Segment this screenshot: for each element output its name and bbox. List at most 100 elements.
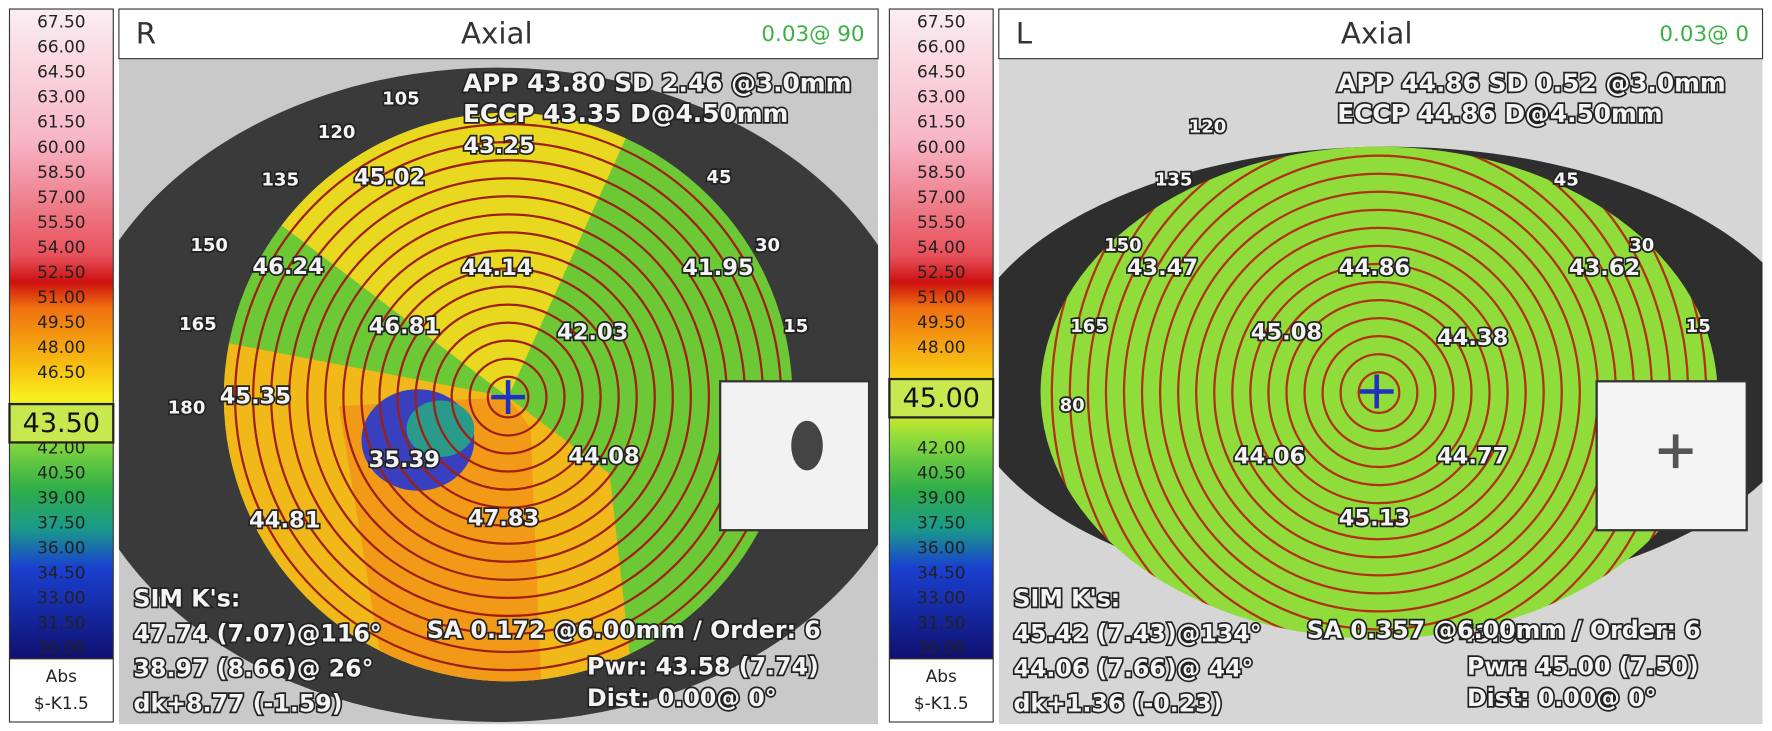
- scale-label: 67.50: [37, 12, 85, 32]
- scale-label: 52.50: [917, 262, 965, 282]
- scale-current-box: [8, 402, 115, 444]
- inset-spot: [791, 420, 823, 471]
- scale-footer: $-K1.5: [34, 693, 89, 713]
- ring: [414, 303, 602, 491]
- angle-label: 30: [1629, 235, 1654, 256]
- sa: SA 0.172 @6.00mm / Order: 6: [427, 616, 821, 644]
- scale-label: 60.00: [37, 137, 85, 157]
- sim-k: dk+1.36 (-0.23): [1013, 690, 1222, 718]
- scale-label: 66.00: [37, 37, 85, 57]
- ring: [486, 375, 530, 419]
- scale-label: 52.50: [37, 262, 85, 282]
- scale-label: 30.00: [917, 638, 965, 658]
- ring: [324, 213, 692, 581]
- map-value: 45.08: [1251, 319, 1322, 345]
- scale-label: 31.50: [37, 613, 85, 633]
- ring: [1303, 316, 1455, 469]
- app: APP 44.86 SD 0.52 @3.0mm: [1337, 69, 1726, 98]
- header-value: 0.03@ 0: [1659, 22, 1749, 47]
- scale-label: 39.00: [917, 487, 965, 507]
- scale-label: 33.00: [37, 588, 85, 608]
- inset-spot: [1658, 434, 1693, 469]
- scale-label: 40.50: [917, 462, 965, 482]
- map-value: 47.83: [468, 505, 539, 531]
- ring: [1195, 208, 1563, 577]
- ring: [360, 249, 656, 545]
- angle-label: 120: [318, 122, 356, 143]
- angle-label: 150: [1104, 235, 1142, 256]
- angle-label: 120: [1189, 116, 1227, 137]
- scale-label: 40.50: [37, 462, 85, 482]
- scale-label: 39.00: [37, 487, 85, 507]
- eye-label: L: [1016, 16, 1033, 50]
- inset: [1595, 380, 1748, 532]
- scale-label: 34.50: [917, 563, 965, 583]
- scale-label: 46.50: [37, 362, 85, 382]
- map-value: 43.47: [1127, 255, 1198, 281]
- distance: Dist: 0.00@ 0°: [587, 684, 777, 712]
- ring: [1249, 262, 1509, 523]
- scale-label: 49.50: [37, 312, 85, 332]
- map-value: 41.95: [682, 255, 753, 281]
- view-title: Axial: [461, 16, 533, 50]
- app: APP 43.80 SD 2.46 @3.0mm: [463, 69, 852, 98]
- scale-label: 51.00: [917, 287, 965, 307]
- scale-label: 31.50: [917, 613, 965, 633]
- scale-label: 64.50: [37, 62, 85, 82]
- scale-label: 60.00: [917, 137, 965, 157]
- sim-k: 47.74 (7.07)@116°: [134, 620, 382, 648]
- angle-label: 15: [1686, 316, 1711, 337]
- scale-label: 37.50: [917, 512, 965, 532]
- sim-k: 44.06 (7.66)@ 44°: [1013, 655, 1253, 683]
- angle-label: 15: [783, 316, 808, 337]
- view-title: Axial: [1341, 16, 1413, 50]
- scale-label: 54.00: [917, 237, 965, 257]
- scale-label: 49.50: [917, 312, 965, 332]
- scale-current-box: [888, 377, 995, 419]
- angle-label: 180: [168, 397, 206, 418]
- angle-label: 135: [1155, 169, 1193, 190]
- ring: [306, 195, 711, 600]
- map-value: 44.08: [568, 443, 639, 469]
- sim-k: dk+8.77 (-1.59): [134, 690, 343, 718]
- eccp: ECCP 44.86 D@4.50mm: [1337, 99, 1662, 128]
- ring: [378, 267, 638, 527]
- header-left: [118, 8, 879, 60]
- distance: Dist: 0.00@ 0°: [1467, 684, 1657, 712]
- scale-label: 61.50: [917, 112, 965, 132]
- map-value: 42.03: [557, 319, 628, 345]
- scale-label: 55.50: [37, 212, 85, 232]
- angle-label: 45: [1554, 169, 1579, 190]
- map-left: [118, 58, 879, 725]
- map-value: 44.14: [461, 255, 532, 281]
- ring: [1213, 226, 1545, 559]
- scale-label: 67.50: [917, 12, 965, 32]
- map-value: 44.77: [1437, 443, 1508, 469]
- map-value: 46.81: [369, 314, 440, 340]
- scale-label: 33.00: [917, 588, 965, 608]
- scale-label: 36.00: [917, 537, 965, 557]
- angle-label: 150: [190, 235, 228, 256]
- angle-label: 80: [1060, 395, 1085, 416]
- sim-k: 38.97 (8.66)@ 26°: [134, 655, 374, 683]
- ring: [1177, 190, 1581, 595]
- scale-current: 45.00: [903, 383, 980, 414]
- center-cross: [491, 380, 526, 415]
- ring: [1285, 298, 1473, 487]
- scale-label: 34.50: [37, 563, 85, 583]
- ring: [342, 231, 674, 563]
- scale-label: 58.50: [917, 162, 965, 182]
- scale-label: 57.00: [37, 187, 85, 207]
- ring: [432, 321, 584, 473]
- scale-footer-left: [8, 658, 114, 723]
- map-value: 46.24: [252, 254, 323, 280]
- angle-label: 135: [261, 169, 299, 190]
- scale-label: 54.00: [37, 237, 85, 257]
- scale-footer-right: [888, 658, 994, 723]
- scale-label: 64.50: [917, 62, 965, 82]
- scale-footer: $-K1.5: [914, 693, 969, 713]
- scale-label: 58.50: [37, 162, 85, 182]
- scale-left: [8, 8, 114, 660]
- header-value: 0.03@ 90: [761, 22, 864, 47]
